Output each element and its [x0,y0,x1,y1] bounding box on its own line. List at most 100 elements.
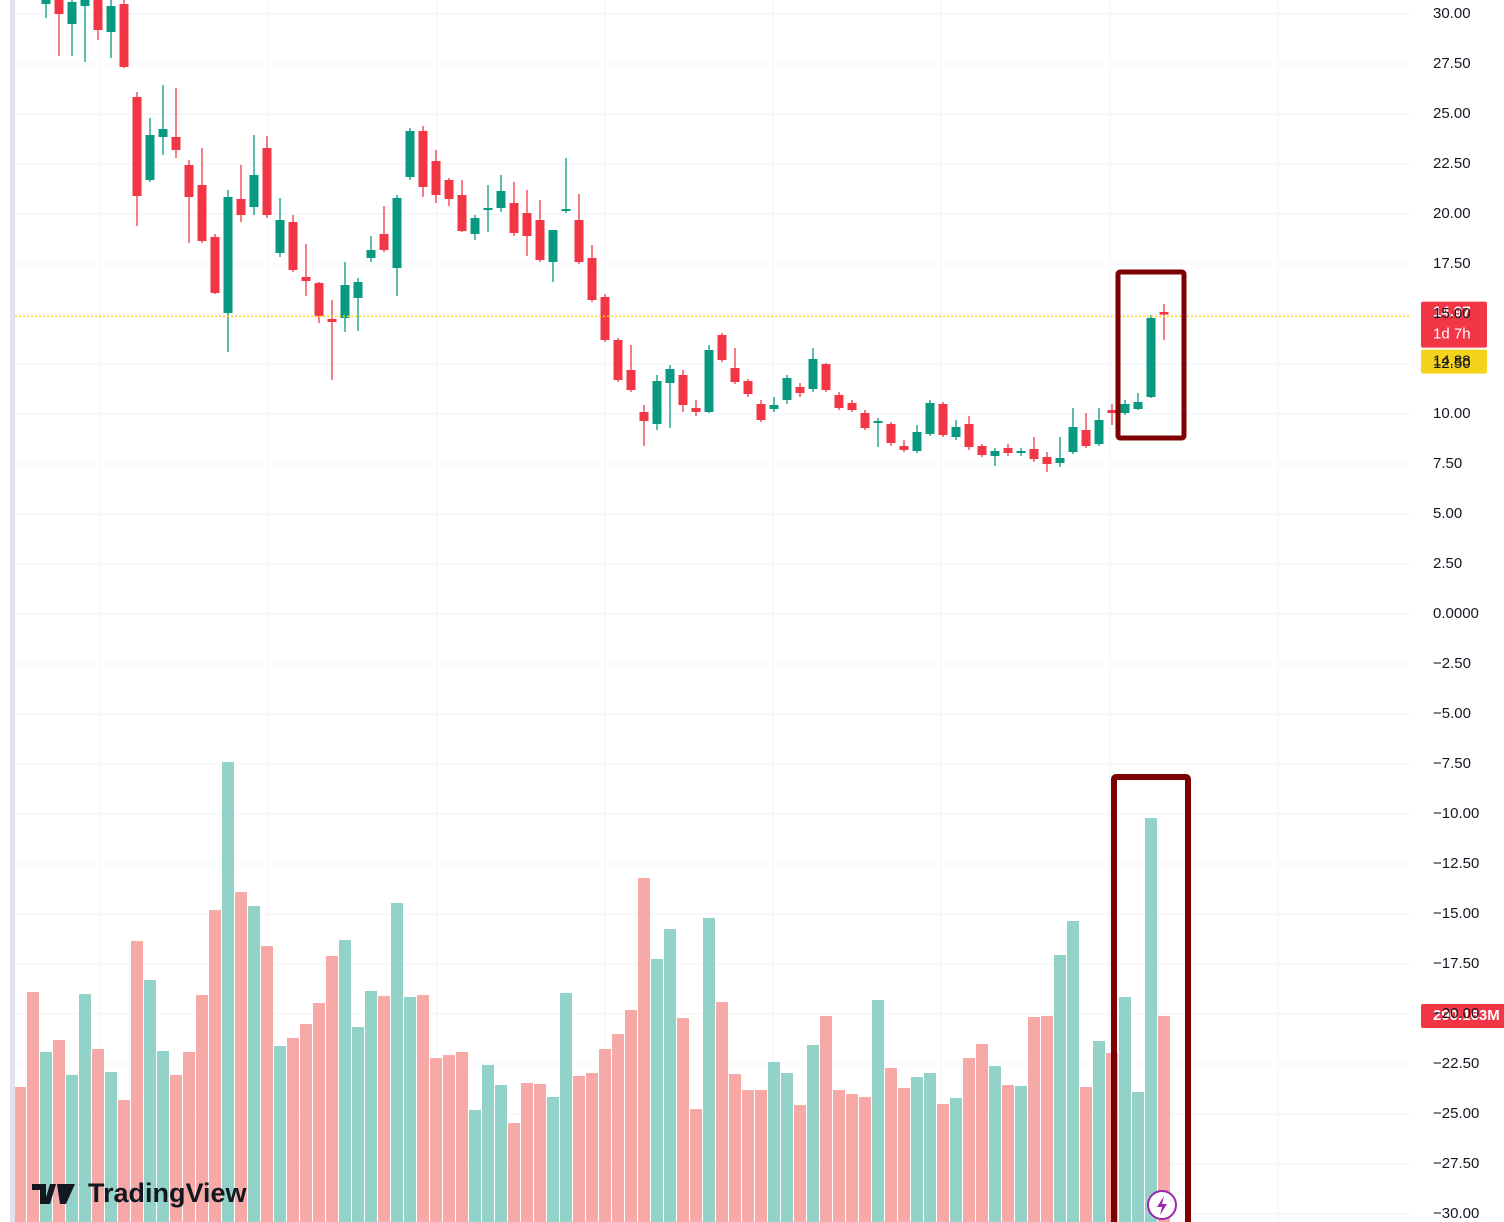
volume-bar [339,940,351,1222]
y-tick-label: −12.50 [1433,855,1479,872]
candle-body [873,421,883,423]
volume-bar [378,996,390,1222]
volume-bar [443,1055,455,1222]
candle-body [704,350,714,412]
volume-bar [456,1051,468,1222]
volume-bar [209,910,221,1222]
y-tick-label: 30.00 [1433,5,1471,22]
y-tick-label: 2.50 [1433,555,1462,572]
candle-body [106,6,116,32]
volume-bar [495,1084,507,1222]
volume-bar [105,1072,117,1222]
volume-bar [924,1072,936,1222]
candle-body [626,370,636,390]
volume-bar [222,762,234,1222]
volume-bar [1054,955,1066,1222]
candle-body [1003,448,1013,453]
candle-body [860,413,870,428]
volume-bar [820,1015,832,1222]
volume-bar [1015,1085,1027,1222]
candle-body [639,412,649,421]
replay-glyph [1157,1196,1167,1215]
y-tick-label: −7.50 [1433,755,1471,772]
volume-bar [989,1066,1001,1222]
volume-bar [1158,1016,1170,1222]
candle-body [1094,420,1104,444]
candle-body [951,427,961,437]
logo: TradingView [32,1178,248,1208]
volume-bar [937,1104,949,1222]
candle-body [1146,318,1156,397]
candle-body [223,197,233,313]
candle-body [730,368,740,382]
candle-body [821,364,831,390]
candle-body [1133,402,1143,409]
candle-body [990,451,1000,456]
volume-bar [729,1073,741,1222]
volume-bar [963,1058,975,1222]
candle-body [899,446,909,450]
y-tick-label: −15.00 [1433,905,1479,922]
volume-bar [274,1046,286,1222]
candle-body [444,180,454,199]
volume-bar [404,997,416,1222]
volume-bar [768,1061,780,1222]
volume-bar [521,1083,533,1222]
replay-button[interactable] [1147,1190,1177,1220]
candle-body [327,319,337,322]
volume-bar [872,1000,884,1222]
last-price-label: 14.97 [1433,304,1471,321]
highlight-box [1115,269,1187,441]
volume-bar [976,1044,988,1222]
reference-price-tag [1421,349,1487,374]
candle-body [834,395,844,408]
y-tick-label: 5.00 [1433,505,1462,522]
candle-body [509,203,519,233]
volume-bar [391,903,403,1222]
logo-text: TradingView [88,1178,248,1208]
volume-bar [313,1003,325,1222]
candle-body [392,198,402,268]
candle-body [340,285,350,318]
candle-body [431,161,441,195]
candle-body [1120,404,1130,413]
highlight-box [1111,774,1191,1222]
candle-body [197,185,207,241]
candle-body [457,195,467,231]
candle-body [1081,430,1091,446]
y-tick-label: −5.00 [1433,705,1471,722]
volume-bar [170,1074,182,1222]
volume-bar [794,1105,806,1222]
volume-bar [1132,1092,1144,1222]
volume-bar [183,1051,195,1222]
volume-bar [287,1038,299,1222]
candle-body [1159,312,1169,315]
volume-bar [625,1010,637,1222]
volume-bar [235,892,247,1222]
candle-body [743,381,753,394]
volume-bar [118,1100,130,1222]
logo-mark [32,1184,75,1204]
candle-body [522,213,532,236]
volume-bar [1080,1086,1092,1222]
candle-body [548,230,558,262]
y-tick-label: −2.50 [1433,655,1471,672]
volume-bar [417,994,429,1222]
y-tick-label: 27.50 [1433,55,1471,72]
y-tick-label: −10.00 [1433,805,1479,822]
overlay: 14.97 1d 7h 14.88 290.163M [15,301,1504,1029]
volume-bar [131,941,143,1222]
candle-body [561,209,571,211]
volume-bar [599,1049,611,1222]
candle-body [808,359,818,389]
volume-bar [365,991,377,1222]
volume-bar [716,1002,728,1222]
volume-bar [885,1068,897,1222]
volume-bar [15,1086,26,1222]
candle-body [80,0,90,6]
candle-body [886,424,896,443]
volume-pane [15,762,1170,1222]
y-tick-label: −20.00 [1433,1005,1479,1022]
volume-bar [534,1084,546,1222]
